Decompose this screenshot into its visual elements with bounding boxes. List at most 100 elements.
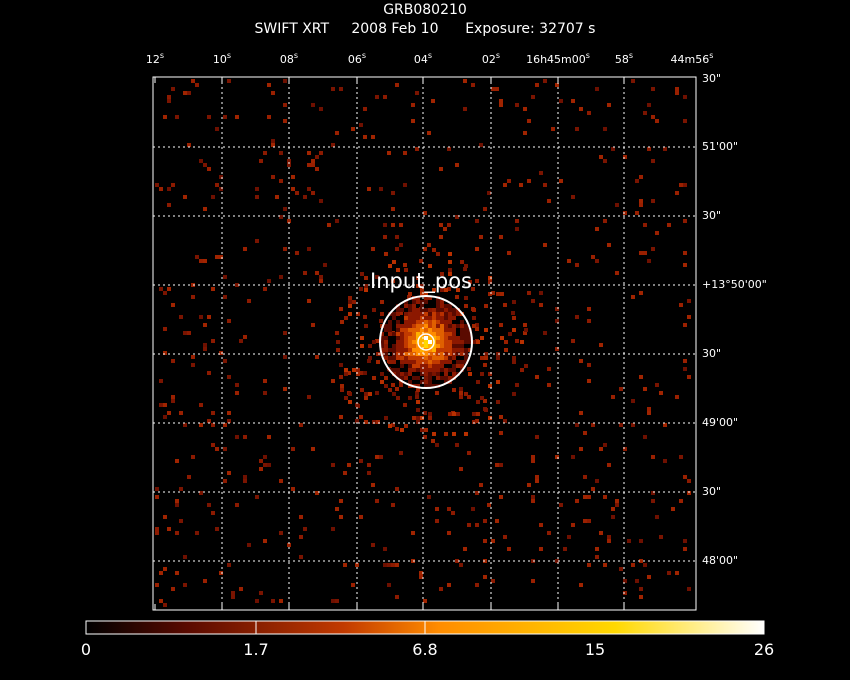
count-pixel (348, 392, 352, 396)
count-pixel (639, 559, 643, 563)
source-pixel (404, 332, 408, 336)
count-pixel (651, 159, 655, 163)
source-pixel (464, 356, 468, 360)
count-pixel (183, 423, 187, 427)
count-pixel (655, 119, 659, 123)
ra-tick-label: 04s (413, 51, 433, 66)
source-pixel (460, 348, 464, 352)
source-pixel (448, 328, 452, 332)
source-pixel (408, 348, 412, 352)
count-pixel (167, 287, 171, 291)
count-pixel (643, 387, 647, 391)
ra-tick-label: 06s (347, 51, 367, 66)
count-pixel (388, 388, 392, 392)
ra-tick-label: 58s (614, 51, 634, 66)
source-pixel (460, 336, 464, 340)
source-pixel (396, 312, 400, 316)
source-pixel (384, 352, 388, 356)
count-pixel (219, 175, 223, 179)
count-pixel (495, 463, 499, 467)
count-pixel (339, 87, 343, 91)
count-pixel (488, 276, 492, 280)
count-pixel (391, 223, 395, 227)
source-pixel (436, 344, 440, 348)
count-pixel (448, 252, 452, 256)
source-pixel (412, 364, 416, 368)
count-pixel (447, 531, 451, 535)
count-pixel (459, 387, 463, 391)
count-pixel (623, 155, 627, 159)
count-pixel (271, 175, 275, 179)
source-pixel (420, 308, 424, 312)
source-pixel (420, 372, 424, 376)
count-pixel (599, 343, 603, 347)
count-pixel (480, 396, 484, 400)
colorbar-tick-label: 15 (584, 640, 606, 659)
count-pixel (295, 191, 299, 195)
source-pixel (440, 368, 444, 372)
count-pixel (531, 499, 535, 503)
source-pixel (440, 304, 444, 308)
source-pixel (428, 340, 432, 344)
count-pixel (611, 507, 615, 511)
source-pixel (424, 308, 428, 312)
count-pixel (203, 579, 207, 583)
source-pixel (408, 340, 412, 344)
count-pixel (432, 432, 436, 436)
source-pixel (436, 300, 440, 304)
source-pixel (440, 360, 444, 364)
count-pixel (579, 411, 583, 415)
count-pixel (371, 543, 375, 547)
count-pixel (159, 571, 163, 575)
count-pixel (323, 263, 327, 267)
count-pixel (504, 348, 508, 352)
count-pixel (387, 151, 391, 155)
ra-tick-label: 16h45m00s (526, 51, 590, 66)
count-pixel (683, 251, 687, 255)
count-pixel (595, 479, 599, 483)
source-pixel (436, 336, 440, 340)
count-pixel (427, 495, 431, 499)
count-pixel (456, 364, 460, 368)
count-pixel (420, 428, 424, 432)
count-pixel (187, 91, 191, 95)
source-pixel (452, 328, 456, 332)
count-pixel (183, 331, 187, 335)
count-pixel (187, 143, 191, 147)
dec-tick-label: 30" (702, 209, 722, 222)
source-pixel (408, 368, 412, 372)
source-pixel (440, 320, 444, 324)
count-pixel (343, 563, 347, 567)
count-pixel (368, 392, 372, 396)
count-pixel (512, 316, 516, 320)
count-pixel (451, 511, 455, 515)
count-pixel (659, 535, 663, 539)
source-pixel (440, 316, 444, 320)
source-pixel (408, 316, 412, 320)
count-pixel (503, 183, 507, 187)
count-pixel (491, 539, 495, 543)
count-pixel (655, 231, 659, 235)
dec-tick-label: 30" (702, 347, 722, 360)
source-pixel (396, 324, 400, 328)
source-pixel (420, 352, 424, 356)
count-pixel (367, 359, 371, 363)
count-pixel (595, 87, 599, 91)
count-pixel (271, 139, 275, 143)
source-pixel (432, 344, 436, 348)
count-pixel (475, 247, 479, 251)
source-pixel (432, 336, 436, 340)
source-counts (380, 296, 472, 388)
source-pixel (460, 344, 464, 348)
count-pixel (567, 259, 571, 263)
count-pixel (355, 563, 359, 567)
count-pixel (344, 396, 348, 400)
source-pixel (404, 304, 408, 308)
source-pixel (424, 324, 428, 328)
count-pixel (287, 219, 291, 223)
source-pixel (412, 336, 416, 340)
count-pixel (464, 304, 468, 308)
count-pixel (215, 447, 219, 451)
count-pixel (360, 344, 364, 348)
count-pixel (599, 531, 603, 535)
